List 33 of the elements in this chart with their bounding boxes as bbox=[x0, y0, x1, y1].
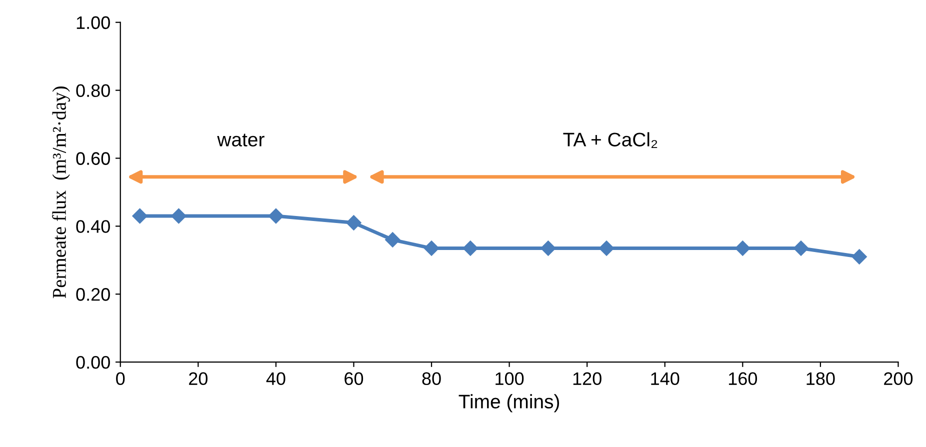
point bbox=[735, 240, 750, 256]
annotation: TA + CaCl₂ bbox=[563, 132, 658, 148]
point bbox=[598, 240, 614, 256]
x-tick-label: 40 bbox=[266, 372, 286, 386]
x-tick-label: 20 bbox=[189, 372, 208, 386]
y-tick-label: 0.40 bbox=[76, 220, 110, 233]
x-tick-label: 200 bbox=[884, 372, 913, 386]
point bbox=[540, 240, 556, 256]
point bbox=[171, 208, 186, 224]
y-tick-label: 1.00 bbox=[76, 16, 110, 30]
x-axis-title: Time (mins) bbox=[458, 394, 560, 412]
point bbox=[385, 232, 400, 248]
y-tick-label: 0.20 bbox=[76, 288, 110, 301]
point bbox=[852, 249, 867, 264]
x-tick-label: 180 bbox=[806, 372, 835, 386]
y-axis-title: Permeate flux (m³/m²·day) bbox=[52, 86, 70, 298]
x-tick-label: 0 bbox=[116, 372, 125, 386]
point bbox=[462, 240, 478, 256]
annotation: water bbox=[217, 134, 264, 146]
x-tick-label: 80 bbox=[422, 372, 441, 386]
x-tick-label: 100 bbox=[496, 372, 524, 386]
y-tick-label: 0.80 bbox=[76, 84, 110, 98]
y-tick-label: 0.60 bbox=[76, 152, 110, 165]
x-tick-label: 60 bbox=[344, 372, 364, 386]
point bbox=[346, 215, 362, 230]
x-tick-label: 160 bbox=[728, 372, 758, 386]
point bbox=[793, 240, 809, 256]
point bbox=[424, 240, 440, 256]
point bbox=[132, 208, 148, 224]
point bbox=[268, 208, 284, 224]
x-tick-label: 140 bbox=[651, 372, 680, 386]
y-tick-label: 0.00 bbox=[76, 356, 110, 369]
x-tick-label: 120 bbox=[573, 372, 602, 386]
